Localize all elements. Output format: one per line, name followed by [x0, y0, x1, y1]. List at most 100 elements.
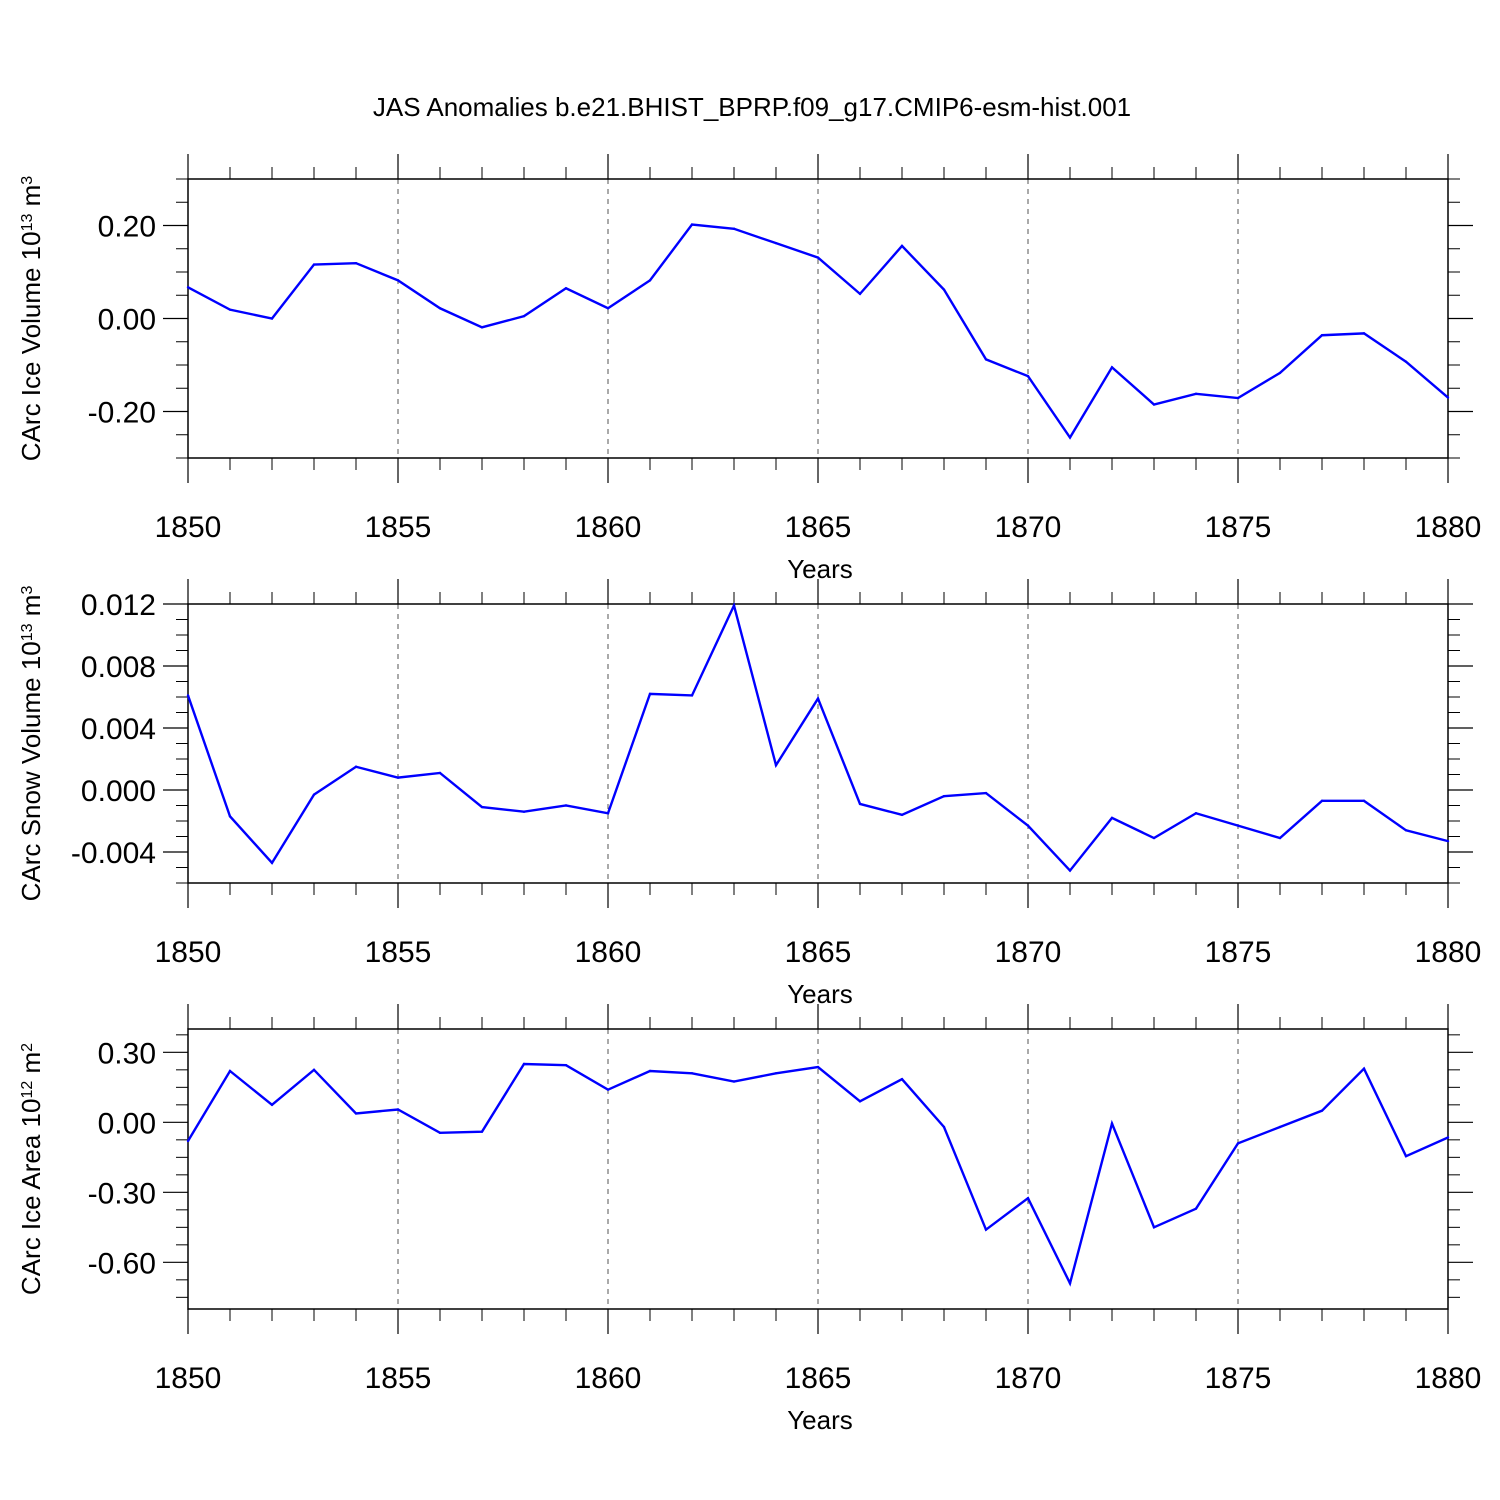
data-point: [312, 1068, 316, 1072]
data-point: [270, 861, 274, 865]
data-point: [1320, 1109, 1324, 1112]
data-point: [984, 358, 988, 361]
y-axis-label-exponent: 13: [19, 214, 36, 232]
data-point: [438, 771, 442, 775]
data-point: [1362, 1067, 1366, 1070]
y-axis-label-exponent: 3: [19, 586, 36, 595]
data-point: [900, 1077, 904, 1081]
x-tick-label: 1880: [1415, 511, 1482, 544]
y-tick-label: 0.00: [98, 304, 156, 337]
data-point: [228, 308, 232, 311]
data-point: [732, 227, 736, 230]
data-point: [942, 1125, 946, 1129]
data-point: [606, 1088, 610, 1091]
x-tick-label: 1865: [785, 936, 852, 969]
data-point: [1026, 824, 1030, 827]
y-axis-label-text: CArc Snow Volume 10: [16, 641, 46, 901]
x-tick-label: 1870: [995, 936, 1062, 969]
y-tick-label: -0.30: [88, 1177, 156, 1210]
x-tick-label: 1860: [575, 511, 642, 544]
x-axis-label: Years: [787, 554, 853, 584]
data-point: [1152, 836, 1156, 840]
data-point: [396, 279, 400, 282]
data-point: [1194, 392, 1198, 396]
data-point: [690, 223, 694, 226]
data-point: [396, 1108, 400, 1111]
x-tick-label: 1855: [365, 936, 432, 969]
data-point: [1110, 366, 1114, 369]
data-point: [1236, 1142, 1240, 1145]
data-point: [816, 1065, 820, 1069]
data-point: [606, 812, 610, 815]
x-axis-label: Years: [787, 979, 853, 1009]
data-point: [1404, 360, 1408, 363]
x-tick-label: 1855: [365, 1362, 432, 1395]
y-tick-label: -0.004: [71, 837, 156, 870]
data-point: [690, 1072, 694, 1075]
data-point: [900, 813, 904, 816]
data-point: [1446, 839, 1450, 843]
data-point: [354, 261, 358, 265]
y-axis-label-text: m: [16, 595, 46, 624]
y-tick-label: 0.012: [81, 589, 156, 622]
panels: -0.20 0.00 0.20 1850 1855 1860 1865 1870 1875 188…: [16, 154, 1481, 1435]
y-axis-label-exponent: 13: [19, 623, 36, 641]
x-tick-label: 1855: [365, 511, 432, 544]
data-point: [270, 1103, 274, 1107]
y-axis-label: CArc Ice Area 1012 m2: [16, 1043, 46, 1295]
data-point: [522, 314, 526, 318]
data-point: [438, 1131, 442, 1135]
data-point: [1320, 799, 1324, 803]
y-tick-label: 0.008: [81, 651, 156, 684]
data-point: [1068, 869, 1072, 872]
data-point: [1236, 396, 1240, 400]
x-tick-label: 1850: [155, 936, 222, 969]
x-tick-label: 1860: [575, 936, 642, 969]
y-axis-label-text: m: [16, 1052, 46, 1081]
chart-panel-1: -0.20 0.00 0.20 1850 1855 1860 1865 1870 1875 188…: [16, 154, 1481, 584]
data-point: [984, 791, 988, 795]
data-point: [942, 288, 946, 291]
data-point: [732, 1080, 736, 1083]
x-tick-label: 1865: [785, 511, 852, 544]
data-point: [228, 1069, 232, 1073]
data-point: [564, 1063, 568, 1067]
data-point: [1110, 816, 1114, 820]
data-point: [1068, 436, 1072, 439]
data-point: [1446, 1136, 1450, 1139]
data-point: [606, 307, 610, 310]
data-point: [186, 1139, 190, 1143]
data-point: [354, 1112, 358, 1115]
y-axis-label-text: m: [16, 185, 46, 214]
data-point: [438, 307, 442, 310]
figure-title: JAS Anomalies b.e21.BHIST_BPRP.f09_g17.C…: [373, 92, 1131, 122]
data-point: [186, 694, 190, 697]
x-tick-label: 1860: [575, 1362, 642, 1395]
data-point: [1404, 829, 1408, 832]
y-tick-label: 0.004: [81, 713, 156, 746]
data-point: [816, 697, 820, 700]
data-point: [1404, 1154, 1408, 1158]
x-tick-label: 1850: [155, 511, 222, 544]
data-point: [1068, 1282, 1072, 1285]
data-point: [1194, 1207, 1198, 1210]
x-tick-label: 1875: [1205, 1362, 1272, 1395]
chart-panel-2: -0.004 0.000 0.004 0.008 0.012 1850 1855 1860 18…: [16, 579, 1481, 1009]
data-point: [1278, 836, 1282, 840]
y-tick-label: -0.20: [88, 397, 156, 430]
y-axis-label-exponent: 12: [19, 1081, 36, 1099]
data-point: [480, 805, 484, 809]
data-point: [1320, 334, 1324, 337]
data-point: [564, 287, 568, 290]
data-point: [1026, 1196, 1030, 1200]
data-point: [1278, 371, 1282, 375]
data-point: [1362, 332, 1366, 335]
data-point: [942, 795, 946, 798]
data-point: [1362, 799, 1366, 803]
data-point: [270, 317, 274, 320]
data-point: [1152, 403, 1156, 406]
data-point: [648, 1069, 652, 1073]
data-point: [1194, 812, 1198, 815]
y-tick-label: 0.00: [98, 1107, 156, 1140]
